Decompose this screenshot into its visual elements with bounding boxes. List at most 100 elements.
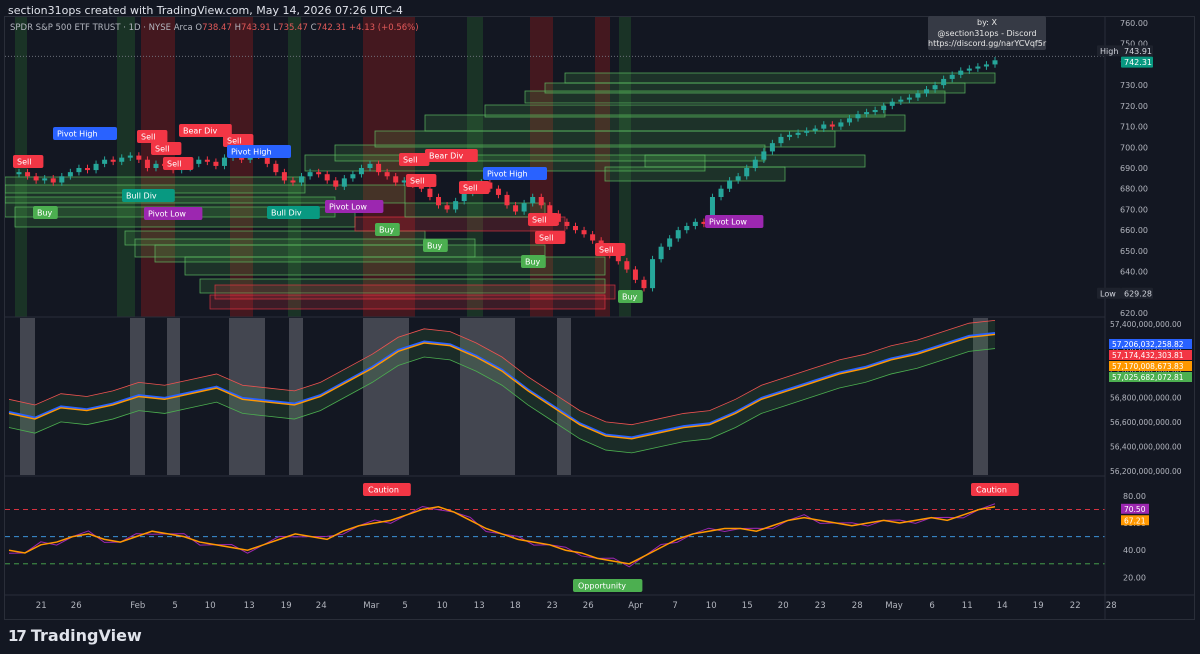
candle-body-112	[975, 66, 981, 69]
author-watermark: by: X @section31ops - Discord https://di…	[928, 16, 1046, 50]
candle-body-113	[983, 64, 989, 67]
signal-sell[interactable]: Sell	[595, 243, 626, 256]
candle-body-22	[204, 159, 210, 162]
signal-buy[interactable]: Buy	[375, 223, 400, 236]
footer-brand[interactable]: 17 TradingView	[8, 626, 142, 645]
signal-bull-div[interactable]: Bull Div	[267, 206, 320, 219]
volume-tick-label: 56,600,000,000.00	[1110, 418, 1182, 427]
signal-sell[interactable]: Sell	[137, 130, 168, 143]
candle-body-99	[864, 112, 870, 115]
signal-bg	[528, 213, 559, 226]
time-tick-label: 13	[244, 601, 255, 611]
signal-text: Sell	[599, 246, 613, 255]
signal-text: Sell	[167, 160, 181, 169]
watermark-line-1: by: X	[977, 18, 997, 27]
signal-bull-div[interactable]: Bull Div	[122, 189, 175, 202]
watermark-line-3: https://discord.gg/narYCVqf5r	[928, 39, 1047, 48]
regime-band-6	[467, 17, 483, 317]
signal-buy[interactable]: Buy	[33, 206, 58, 219]
candle-body-103	[898, 99, 904, 102]
osc-signal-text: Opportunity	[578, 582, 626, 591]
signal-bear-div[interactable]: Bear Div	[179, 124, 232, 137]
signal-pivot-high[interactable]: Pivot High	[53, 127, 117, 140]
close-label: C	[310, 23, 317, 33]
signal-sell[interactable]: Sell	[535, 231, 566, 244]
mid-lower-line	[8, 348, 996, 454]
signal-text: Bull Div	[271, 209, 302, 218]
price-tick-label: 760.00	[1120, 19, 1148, 28]
time-tick-label: 11	[962, 601, 973, 611]
signal-pivot-low[interactable]: Pivot Low	[325, 200, 384, 213]
candle-body-96	[838, 122, 844, 127]
highlight-band-0	[20, 318, 35, 475]
candle-body-58	[513, 205, 519, 212]
candle-body-60	[530, 197, 536, 204]
highlight-band-5	[363, 318, 409, 475]
candle-body-72	[632, 269, 638, 280]
candle-body-14	[136, 155, 142, 160]
signal-sell[interactable]: Sell	[151, 142, 182, 155]
signal-pivot-low[interactable]: Pivot Low	[144, 207, 203, 220]
price-tick-label: 650.00	[1120, 247, 1148, 256]
signal-sell[interactable]: Sell	[13, 155, 44, 168]
signal-buy[interactable]: Buy	[521, 255, 546, 268]
signal-bg	[122, 189, 175, 202]
candle-body-57	[504, 194, 510, 206]
signal-bg	[223, 134, 254, 147]
candle-body-94	[821, 124, 827, 129]
signal-pivot-high[interactable]: Pivot High	[227, 145, 291, 158]
candle-body-71	[624, 261, 630, 270]
highlight-band-7	[557, 318, 571, 475]
candle-body-56	[495, 188, 501, 195]
mid-value-tag-text: 57,206,032,258.82	[1112, 340, 1184, 349]
candle-body-2	[33, 176, 39, 181]
signal-bg	[151, 142, 182, 155]
candle-body-108	[941, 78, 947, 86]
signal-bg	[163, 157, 194, 170]
osc-signal-opportunity[interactable]: Opportunity	[573, 579, 643, 592]
signal-bg	[618, 290, 643, 303]
candle-body-34	[307, 172, 313, 177]
volume-tick-label: 56,200,000,000.00	[1110, 467, 1182, 476]
candle-body-31	[281, 172, 287, 181]
price-tick-label: 680.00	[1120, 185, 1148, 194]
time-tick-label: 26	[71, 601, 82, 611]
time-tick-label: Apr	[628, 601, 643, 611]
candle-body-15	[144, 159, 150, 168]
signal-sell[interactable]: Sell	[459, 181, 490, 194]
osc-signal-bg	[573, 579, 643, 592]
order-block-box-8	[199, 278, 606, 294]
tradingview-brand: TradingView	[30, 626, 142, 645]
signal-bear-div[interactable]: Bear Div	[425, 149, 478, 162]
signal-sell[interactable]: Sell	[223, 134, 254, 147]
symbol-legend[interactable]: SPDR S&P 500 ETF TRUST · 1D · NYSE Arca …	[10, 23, 419, 33]
signal-sell[interactable]: Sell	[528, 213, 559, 226]
signal-sell[interactable]: Sell	[406, 174, 437, 187]
osc-signal-bg	[971, 483, 1019, 496]
watermark-line-2: @section31ops - Discord	[937, 28, 1037, 38]
candle-body-51	[453, 201, 459, 210]
regime-band-3	[230, 17, 253, 317]
signal-pivot-low[interactable]: Pivot Low	[705, 215, 764, 228]
signal-pivot-high[interactable]: Pivot High	[483, 167, 547, 180]
signal-buy[interactable]: Buy	[423, 239, 448, 252]
change-value: +4.13 (+0.56%)	[349, 23, 419, 33]
candle-body-11	[110, 159, 116, 162]
candle-body-50	[444, 205, 450, 210]
order-block-box-15	[484, 104, 886, 118]
signal-bg	[13, 155, 44, 168]
low-value-tag-text: 629.28	[1124, 289, 1152, 298]
price-tick-label: 720.00	[1120, 102, 1148, 111]
candle-body-80	[701, 221, 707, 224]
signal-sell[interactable]: Sell	[399, 153, 430, 166]
osc-signal-caution[interactable]: Caution	[363, 483, 411, 496]
candle-body-16	[153, 163, 159, 168]
signal-text: Sell	[403, 156, 417, 165]
osc-signal-caution[interactable]: Caution	[971, 483, 1019, 496]
signal-buy[interactable]: Buy	[618, 290, 643, 303]
chart-canvas[interactable]: Sell Pivot High Sell Sell Sell Bear Div Sell Pi…	[4, 16, 1195, 620]
order-block-box-14	[424, 114, 906, 132]
order-block-box-22	[404, 202, 546, 218]
signal-sell[interactable]: Sell	[163, 157, 194, 170]
